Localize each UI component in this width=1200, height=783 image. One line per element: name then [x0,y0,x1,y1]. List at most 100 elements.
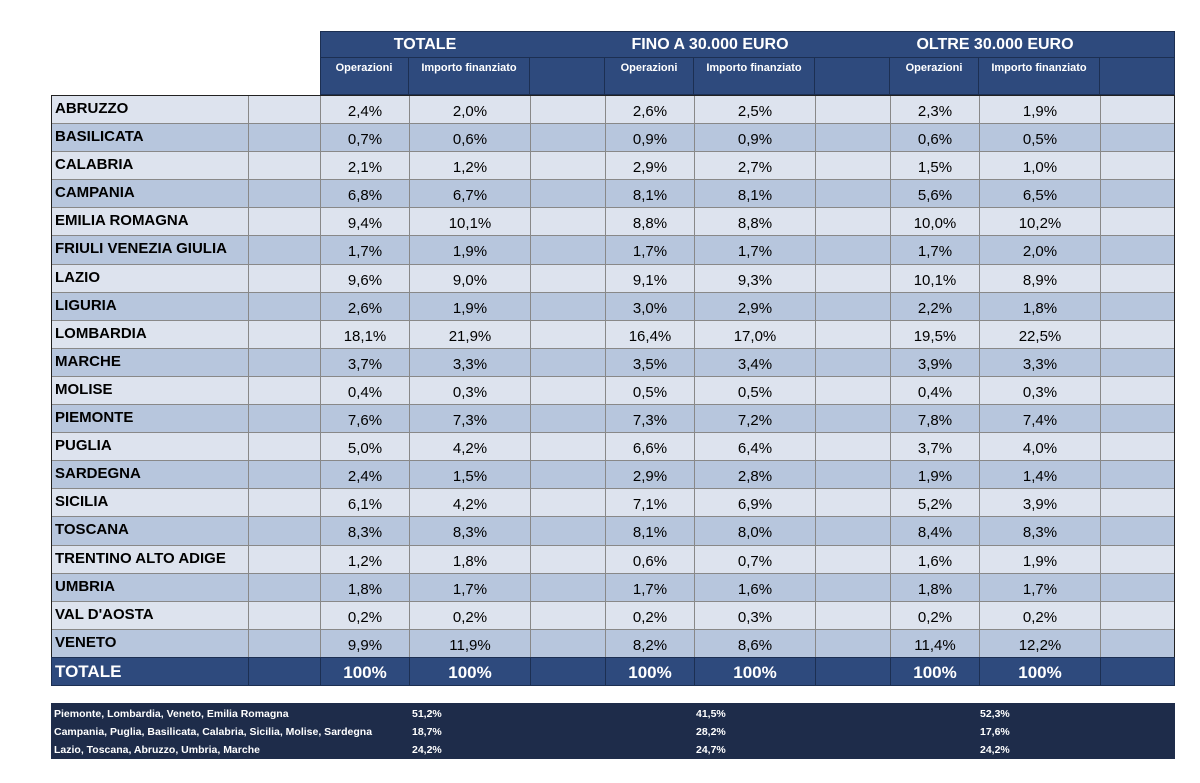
region-name: UMBRIA [52,573,249,601]
value-cell: 8,1% [606,517,695,545]
empty-cell [816,124,891,152]
value-cell: 2,9% [695,292,816,320]
table-header [320,31,1175,95]
total-row: TOTALE 100% 100% 100% 100% 100% 100% [51,657,1175,686]
empty-cell [1101,293,1176,320]
table-row: UMBRIA 1,8% 1,7% 1,7% 1,6% 1,8% 1,7% [52,573,1174,602]
value-cell: 1,9% [980,96,1101,124]
empty-cell [249,292,321,320]
table-row: SARDEGNA 2,4% 1,5% 2,9% 2,8% 1,9% 1,4% [52,461,1174,490]
group-header-totale: TOTALE [393,36,457,53]
summary-value: 24,2% [412,744,442,756]
value-cell: 1,7% [891,236,980,264]
value-cell: 2,1% [321,152,410,180]
value-cell: 6,6% [606,433,695,461]
sub-header-importo: Importo finanziato [409,58,530,96]
value-cell: 4,2% [410,489,531,517]
region-name: PUGLIA [52,433,249,461]
empty-cell [249,461,321,489]
value-cell: 100% [321,658,410,685]
table-row: CALABRIA 2,1% 1,2% 2,9% 2,7% 1,5% 1,0% [52,152,1174,181]
value-cell: 3,4% [695,348,816,376]
region-name: VENETO [52,629,249,658]
value-cell: 7,8% [891,405,980,433]
value-cell: 0,5% [695,376,816,405]
value-cell: 0,2% [891,601,980,629]
empty-cell [816,658,891,685]
value-cell: 0,4% [321,376,410,405]
empty-cell [816,348,891,376]
table-row: VAL D'AOSTA 0,2% 0,2% 0,2% 0,3% 0,2% 0,2% [52,601,1174,630]
sub-header-spacer [530,58,605,96]
empty-cell [531,601,606,629]
value-cell: 1,7% [606,573,695,601]
value-cell: 0,7% [695,545,816,573]
sub-header-operazioni: Operazioni [320,58,409,96]
empty-cell [816,292,891,320]
summary-row: Piemonte, Lombardia, Veneto, Emilia Roma… [51,705,1175,723]
empty-cell [249,433,321,461]
value-cell: 7,6% [321,405,410,433]
empty-cell [531,152,606,180]
empty-cell [1101,377,1176,404]
value-cell: 1,9% [891,461,980,489]
region-name: SICILIA [52,489,249,517]
value-cell: 16,4% [606,320,695,348]
sub-header-spacer [1100,58,1175,96]
value-cell: 2,4% [321,461,410,489]
value-cell: 3,7% [891,433,980,461]
value-cell: 0,2% [321,601,410,629]
value-cell: 8,6% [695,629,816,658]
table-row: EMILIA ROMAGNA 9,4% 10,1% 8,8% 8,8% 10,0% 10,2… [52,208,1174,237]
value-cell: 6,4% [695,433,816,461]
value-cell: 7,3% [410,405,531,433]
empty-cell [1101,96,1176,123]
region-name: MOLISE [52,376,249,405]
value-cell: 3,7% [321,348,410,376]
value-cell: 8,9% [980,264,1101,292]
empty-cell [816,405,891,433]
empty-cell [1101,349,1176,376]
table-row: LOMBARDIA 18,1% 21,9% 16,4% 17,0% 19,5% 22,5% [52,320,1174,349]
value-cell: 1,8% [980,292,1101,320]
value-cell: 0,3% [410,376,531,405]
group-header-fino: FINO A 30.000 EURO [631,36,789,53]
value-cell: 100% [695,658,816,685]
sub-header-operazioni: Operazioni [605,58,694,96]
value-cell: 100% [980,658,1101,685]
value-cell: 1,6% [891,545,980,573]
value-cell: 2,3% [891,96,980,124]
empty-cell [1101,180,1176,207]
sub-header-operazioni: Operazioni [890,58,979,96]
empty-cell [816,320,891,348]
value-cell: 11,4% [891,629,980,658]
empty-cell [816,489,891,517]
value-cell: 12,2% [980,629,1101,658]
empty-cell [249,545,321,573]
empty-cell [249,629,321,658]
group-header-oltre: OLTRE 30.000 EURO [916,36,1074,53]
region-name: ABRUZZO [52,96,249,124]
value-cell: 10,0% [891,208,980,236]
region-name: TRENTINO ALTO ADIGE [52,545,249,573]
empty-cell [816,461,891,489]
value-cell: 1,5% [410,461,531,489]
value-cell: 4,2% [410,433,531,461]
value-cell: 9,3% [695,264,816,292]
value-cell: 6,9% [695,489,816,517]
value-cell: 1,8% [891,573,980,601]
empty-cell [249,208,321,236]
value-cell: 1,2% [410,152,531,180]
value-cell: 0,4% [891,376,980,405]
empty-cell [531,461,606,489]
value-cell: 8,8% [695,208,816,236]
empty-cell [531,96,606,124]
value-cell: 9,6% [321,264,410,292]
empty-cell [531,405,606,433]
value-cell: 9,4% [321,208,410,236]
value-cell: 0,2% [606,601,695,629]
empty-cell [249,405,321,433]
value-cell: 8,2% [606,629,695,658]
value-cell: 0,2% [410,601,531,629]
region-name: VAL D'AOSTA [52,601,249,629]
